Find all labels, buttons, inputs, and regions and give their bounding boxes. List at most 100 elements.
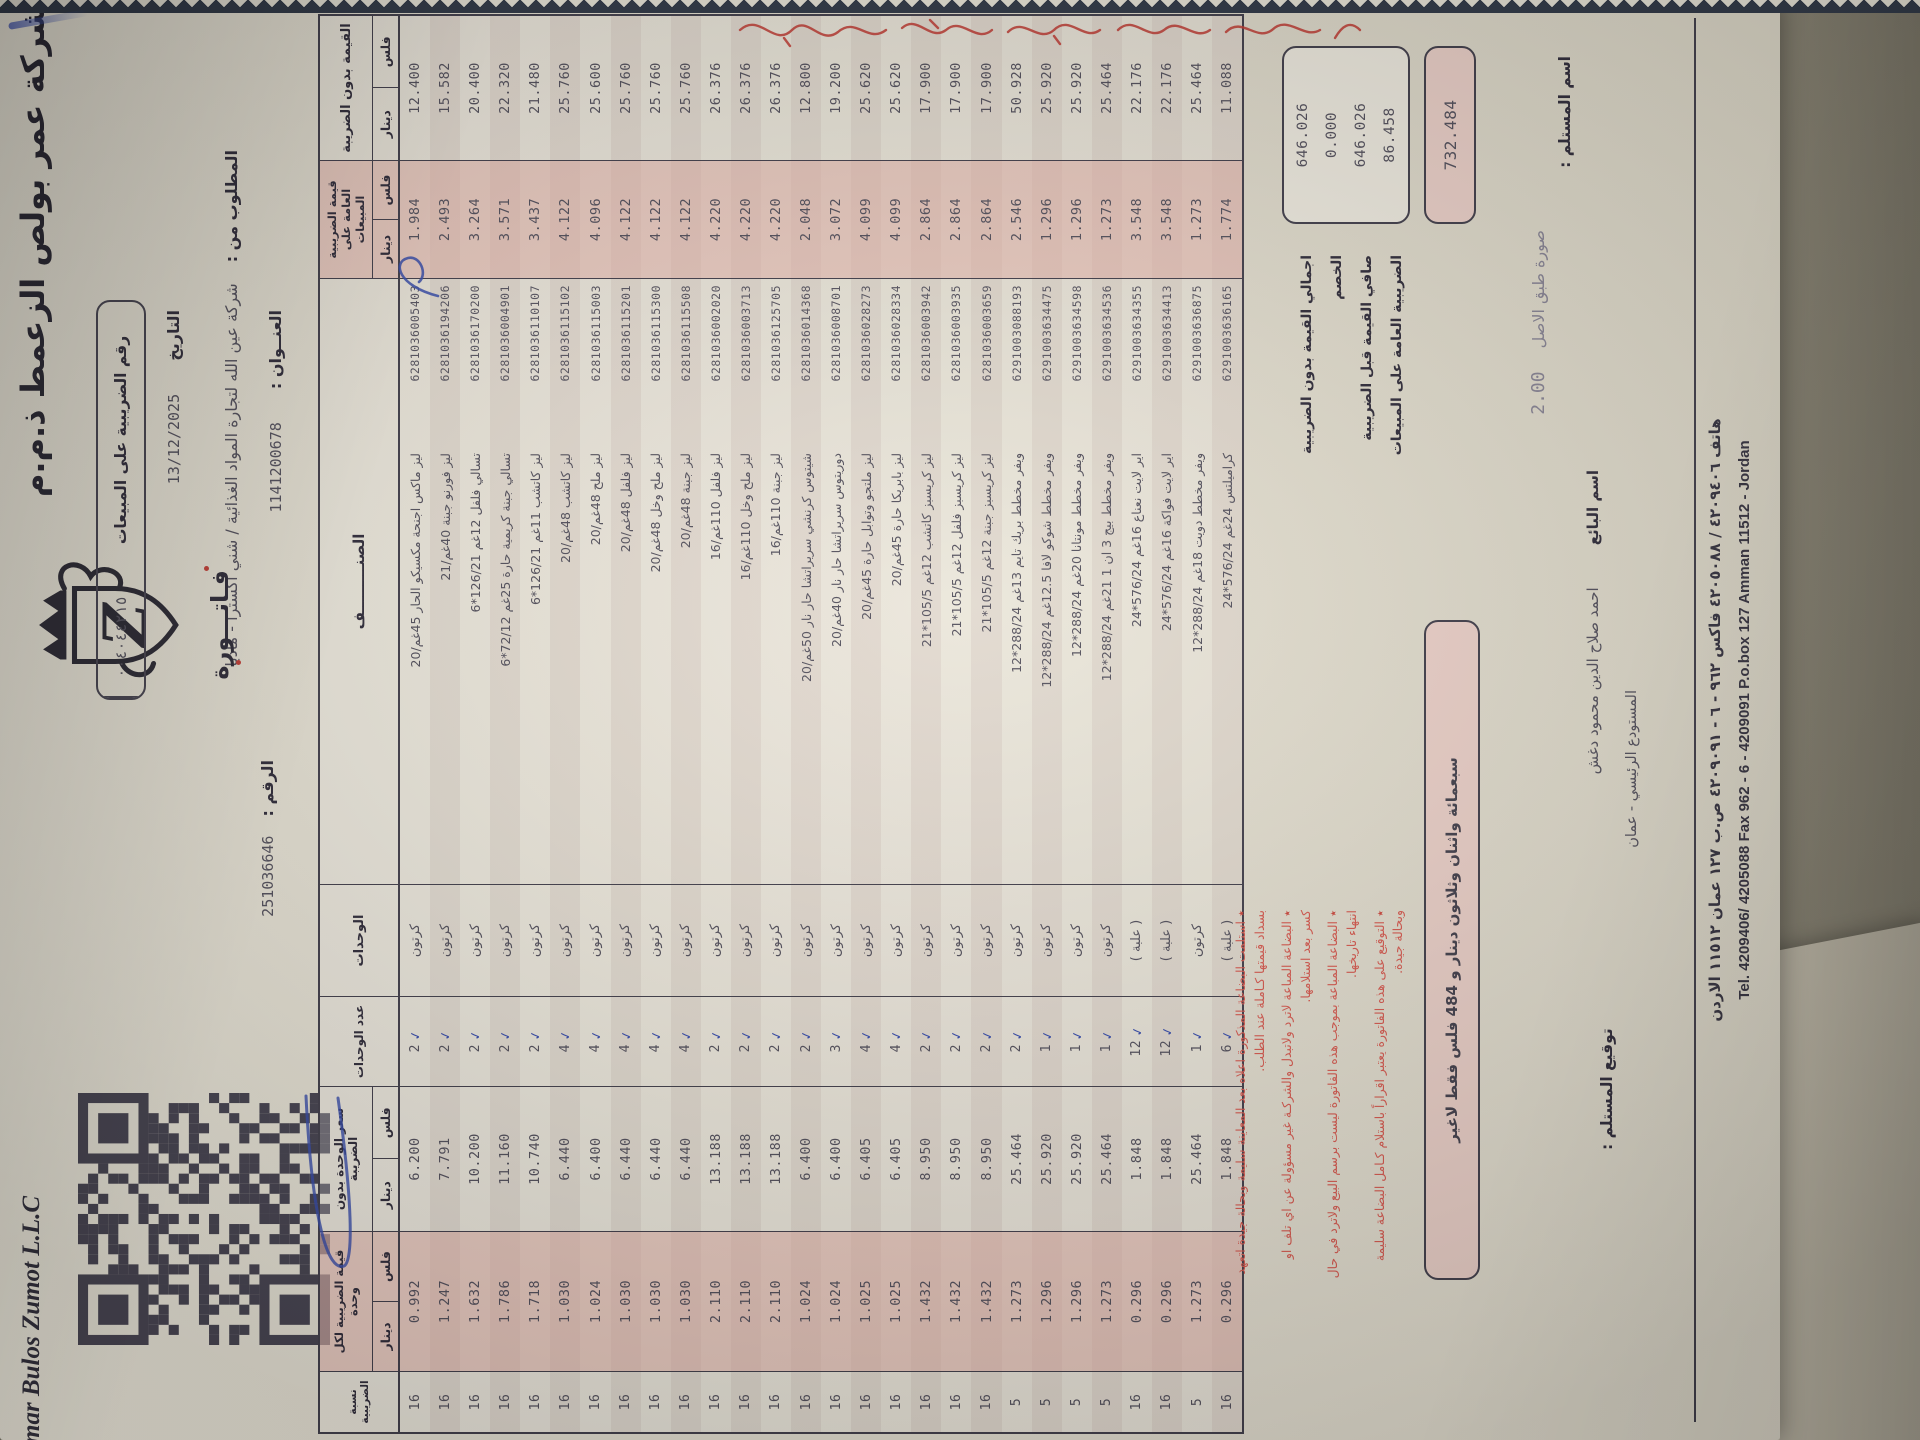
cell-units: كرتون	[1061, 885, 1092, 997]
totals-values-box: 646.026 0.000 646.026 86.458	[1282, 46, 1410, 224]
total-label: الضريبية العامة على المبيعات	[1389, 255, 1405, 456]
cell-tax-per-unit: 1.432	[911, 1232, 942, 1372]
item-name: ويفر مخطط دويت 18غم 288/24*12	[1189, 453, 1205, 653]
item-name: دوريتوس سريراتشا حار نار 40غم/20	[828, 453, 844, 647]
cell-tax-per-unit: 2.110	[730, 1232, 761, 1372]
table-row: 25.920 1.296 6291003634598 ويفر مخطط مونتان…	[1061, 16, 1092, 1432]
total-label: اجمالي القيمة بدون الضريبية	[1299, 255, 1315, 455]
cell-unit-price: 6.440	[550, 1087, 581, 1232]
cell-item: 6291003634475 ويفر مخطط شوكو لافا 12.5غم …	[1031, 279, 1062, 885]
seller-name: احمد صلاح الدين محمود دغش	[1584, 587, 1602, 775]
term-item: البضاعة المباعة لاترد ولاتبدل والشركـة غ…	[1278, 910, 1315, 1282]
cell-tax-total: 1.273	[1182, 161, 1213, 279]
qty-value: 4	[858, 1044, 874, 1053]
item-name: ليز كاتشب 48غم/20	[557, 453, 573, 563]
cell-total: 21.480	[520, 16, 551, 161]
cell-tax-total: 4.220	[730, 161, 761, 279]
handwritten-checkmark-icon: ✓	[615, 1028, 636, 1042]
cell-item: 6281036125705 ليز جبنة 110غم/16	[760, 279, 792, 885]
cell-qty: ✓ 1	[1182, 997, 1213, 1087]
cell-tax-total: 2.546	[1001, 161, 1032, 279]
cell-units: كرتون	[760, 885, 792, 997]
cell-tax-total: 4.122	[610, 161, 641, 279]
cell-units: كرتون	[730, 885, 761, 997]
cell-item: 6281036115508 ليز جبنة 48غم/20	[670, 279, 701, 885]
cell-tax-rate: 16	[708, 1393, 724, 1411]
seller-line: اسم البائع احمد صلاح الدين محمود دغش	[1584, 470, 1602, 774]
item-name: ليز بابريكا حارة 45غم/20	[888, 453, 904, 587]
handwritten-checkmark-icon: ✓	[1066, 1028, 1087, 1042]
cell-tax-total: 2.864	[941, 161, 972, 279]
cell-units: كرتون	[881, 885, 912, 997]
qty-value: 2	[407, 1044, 423, 1053]
item-barcode: 6281036008701	[829, 285, 844, 382]
table-row: 26.376 4.220 6281036003713 ليز ملح وخل 110غ…	[730, 16, 761, 1432]
cell-item: 6281036005403 ليز ماكس اجنحة مكسيكو الحار…	[400, 279, 431, 885]
cell-tax-per-unit: 1.273	[1001, 1232, 1032, 1372]
item-barcode: 6291003634355	[1129, 285, 1144, 382]
handwritten-checkmark-icon: ✓	[706, 1028, 726, 1042]
cell-unit-price: 8.950	[941, 1087, 972, 1232]
cell-tax-rate: 16	[588, 1393, 603, 1411]
cell-tax-total: 2.864	[971, 161, 1002, 279]
item-barcode: 6281036003942	[919, 285, 934, 382]
cell-unit-price: 13.188	[700, 1087, 731, 1232]
handwritten-checkmark-icon: ✓	[1097, 1028, 1117, 1042]
cell-tax-rate: 16	[828, 1393, 844, 1411]
table-row: 17.900 2.864 6281036003659 ليز كريسبز جبنة …	[971, 16, 1002, 1432]
cell-units: كرتون	[520, 885, 551, 997]
qty-value: 2	[437, 1044, 453, 1053]
cell-tax-per-unit: 1.030	[550, 1232, 581, 1372]
qty-value: 2	[497, 1044, 513, 1053]
cell-units: ( علبة )	[1151, 885, 1183, 997]
document-title: فـاتـــورة	[206, 570, 234, 680]
cell-tax-per-unit: 0.992	[400, 1232, 431, 1372]
cell-units: كرتون	[1001, 885, 1032, 997]
handwritten-checkmark-icon: ✓	[585, 1028, 606, 1042]
table-row: 25.760 4.122 6281036115102 ليز كاتشب 48غم/2…	[550, 16, 581, 1432]
cell-unit-price: 6.200	[400, 1087, 431, 1232]
cell-item: 6281036002020 ليز فلفل 110غم/16	[700, 279, 731, 885]
cell-qty: ✓ 1	[1091, 997, 1122, 1087]
cell-qty: ✓ 2	[911, 997, 942, 1087]
item-name: ويفر مخطط بيج 3 ان 1 21غم 288/24*12	[1099, 453, 1115, 682]
table-row: 22.320 3.571 6281036004901 تسالي جبنة كريمي…	[490, 16, 521, 1432]
table-row: 25.760 4.122 6281036115300 ليز ملح وخل 48غم…	[640, 16, 671, 1432]
item-name: ويفر مخطط مونتانا 20غم 288/24*12	[1069, 453, 1085, 657]
item-name: ليز فلفل 110غم/16	[708, 453, 724, 561]
items-table: القيمة بدون الضريبة فلس دينار قيمة الضريب…	[318, 14, 1244, 1434]
cell-total: 26.376	[700, 16, 731, 161]
table-row: 20.400 3.264 6281036170200 تسالي فلفل 12غم …	[460, 16, 491, 1432]
cell-tax-total: 3.072	[821, 161, 852, 279]
cell-qty: ✓ 4	[550, 997, 581, 1087]
qty-value: 2	[798, 1044, 814, 1053]
cell-unit-price: 13.188	[760, 1087, 792, 1232]
cell-item: 6291003636875 ويفر مخطط دويت 18غم 288/24*…	[1182, 279, 1213, 885]
cell-tax-rate: 16	[557, 1393, 573, 1411]
table-row: 25.620 4.099 6281036028334 ليز بابريكا حارة…	[881, 16, 912, 1432]
cell-tax-rate: 16	[918, 1393, 934, 1411]
item-barcode: 6281036003935	[949, 285, 964, 382]
cell-qty: ✓ 2	[490, 997, 521, 1087]
handwritten-checkmark-icon: ✓	[555, 1028, 576, 1042]
cell-qty: ✓ 12	[1121, 997, 1152, 1087]
item-barcode: 6291003634536	[1099, 285, 1114, 382]
copy-stamp: صورة طبق الاصل 2.00	[1528, 230, 1549, 415]
cell-tax-rate: 5	[1189, 1397, 1205, 1407]
red-ink-dot	[236, 660, 241, 665]
cell-qty: ✓ 4	[610, 997, 641, 1087]
cell-item: 6291003634355 اير لايت نعناع 16غم 576/24*…	[1121, 279, 1152, 885]
cell-unit-price: 8.950	[911, 1087, 942, 1232]
terms-list: استلمت البضاعة المذكورة اعلاه بعد المعاي…	[1232, 910, 1417, 1282]
company-name-arabic: شركة عمر بولص الزعمط ذ.م.م	[14, 4, 52, 498]
address-line: العنــوان : 1141200678	[266, 310, 285, 513]
item-name: ليز جبنة 48غم/20	[678, 453, 694, 549]
cell-tax-per-unit: 1.786	[490, 1232, 521, 1372]
item-name: شيتوس كرنشي سريراتشا حار نار 50غم/20	[798, 453, 814, 682]
qty-value: 1	[1039, 1044, 1055, 1053]
item-name: ليز كاتشب 11غم 126/21*6	[527, 453, 543, 606]
table-row: 25.600 4.096 6281036115003 ليز ملح 48غم/20 ك…	[580, 16, 611, 1432]
cell-item: 6291003634598 ويفر مخطط مونتانا 20غم 288/…	[1061, 279, 1092, 885]
amount-in-words-box: سبعمائة واثنان وثلاثون دينار و 484 فلس ف…	[1424, 620, 1480, 1280]
